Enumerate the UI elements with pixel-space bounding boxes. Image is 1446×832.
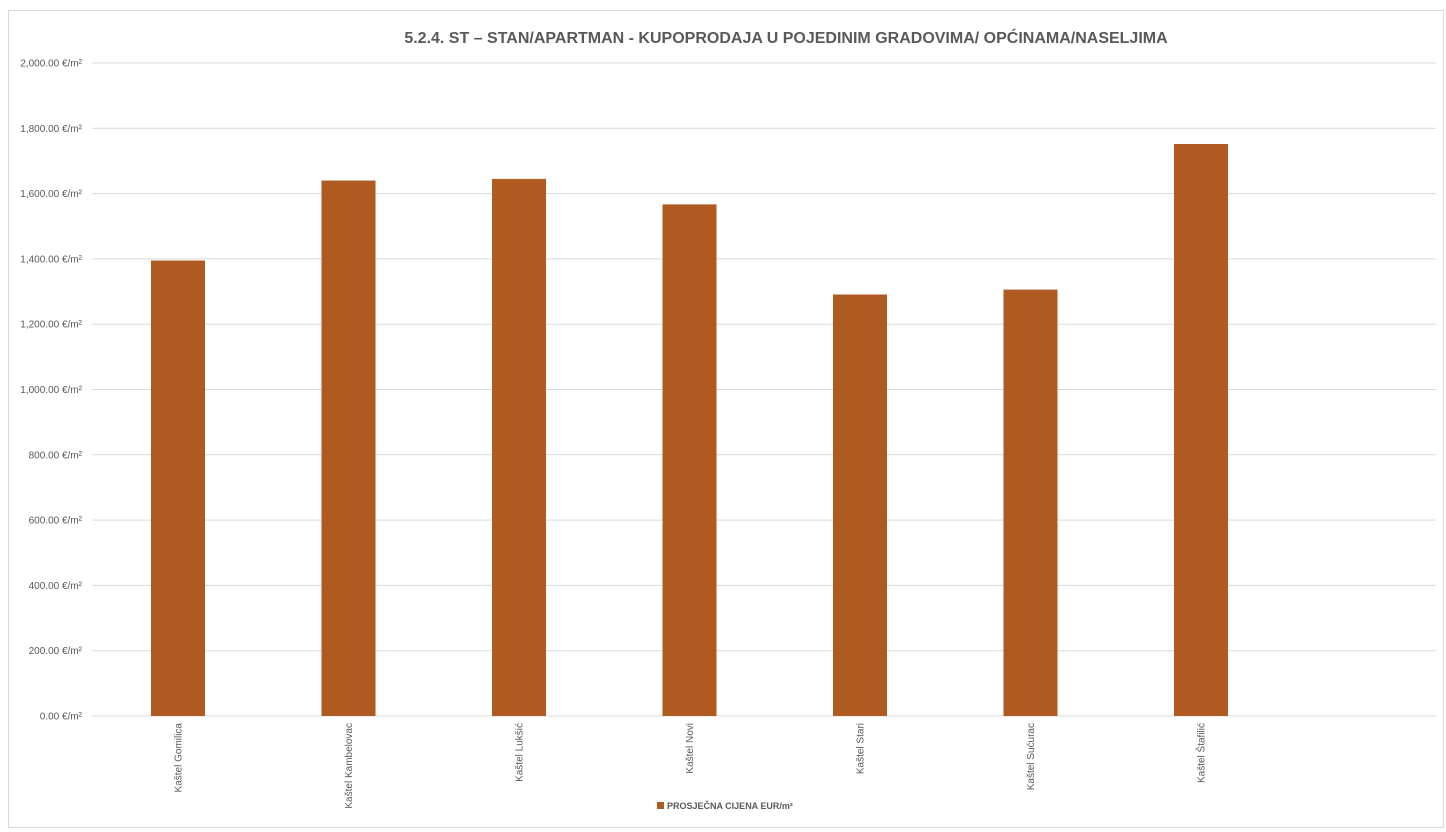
x-tick-label: Kaštel Lukšić (515, 723, 526, 782)
y-axis-ticks: 0.00 €/m² 200.00 €/m² 400.00 €/m² 600.00 €/… (20, 59, 82, 723)
bar (492, 178, 546, 717)
x-tick-label: Kaštel Stari (856, 723, 867, 774)
bar (1174, 143, 1228, 717)
legend: PROSJEČNA CIJENA EUR/m² (657, 800, 793, 811)
gridlines (92, 62, 1436, 717)
legend-swatch (657, 802, 664, 809)
x-tick-label: Kaštel Kambelovac (344, 723, 355, 809)
y-tick-label: 400.00 €/m² (29, 581, 83, 592)
y-tick-label: 1,000.00 €/m² (20, 385, 82, 396)
y-tick-label: 1,200.00 €/m² (20, 320, 82, 331)
chart-title: 5.2.4. ST – STAN/APARTMAN - KUPOPRODAJA … (404, 28, 1168, 47)
x-tick-label: Kaštel Štafilić (1195, 723, 1208, 783)
bar (151, 260, 205, 716)
bar (833, 294, 887, 716)
bar (321, 180, 376, 717)
x-tick-label: Kaštel Sućurac (1026, 723, 1037, 790)
y-tick-label: 1,800.00 €/m² (20, 124, 82, 135)
x-tick-label: Kaštel Novi (685, 723, 696, 774)
y-tick-label: 2,000.00 €/m² (20, 59, 82, 70)
y-tick-label: 0.00 €/m² (40, 712, 83, 723)
bars (151, 143, 1228, 717)
y-tick-label: 800.00 €/m² (29, 450, 83, 461)
bar (662, 204, 717, 716)
legend-label: PROSJEČNA CIJENA EUR/m² (667, 800, 793, 811)
y-tick-label: 600.00 €/m² (29, 516, 83, 527)
y-tick-label: 1,600.00 €/m² (20, 189, 82, 200)
x-axis-labels: Kaštel Gomilica Kaštel Kambelovac Kaštel L… (174, 723, 1208, 809)
x-tick-label: Kaštel Gomilica (174, 723, 185, 793)
bar (1003, 289, 1058, 716)
chart-frame (8, 10, 1444, 828)
y-tick-label: 200.00 €/m² (29, 646, 83, 657)
y-tick-label: 1,400.00 €/m² (20, 254, 82, 265)
